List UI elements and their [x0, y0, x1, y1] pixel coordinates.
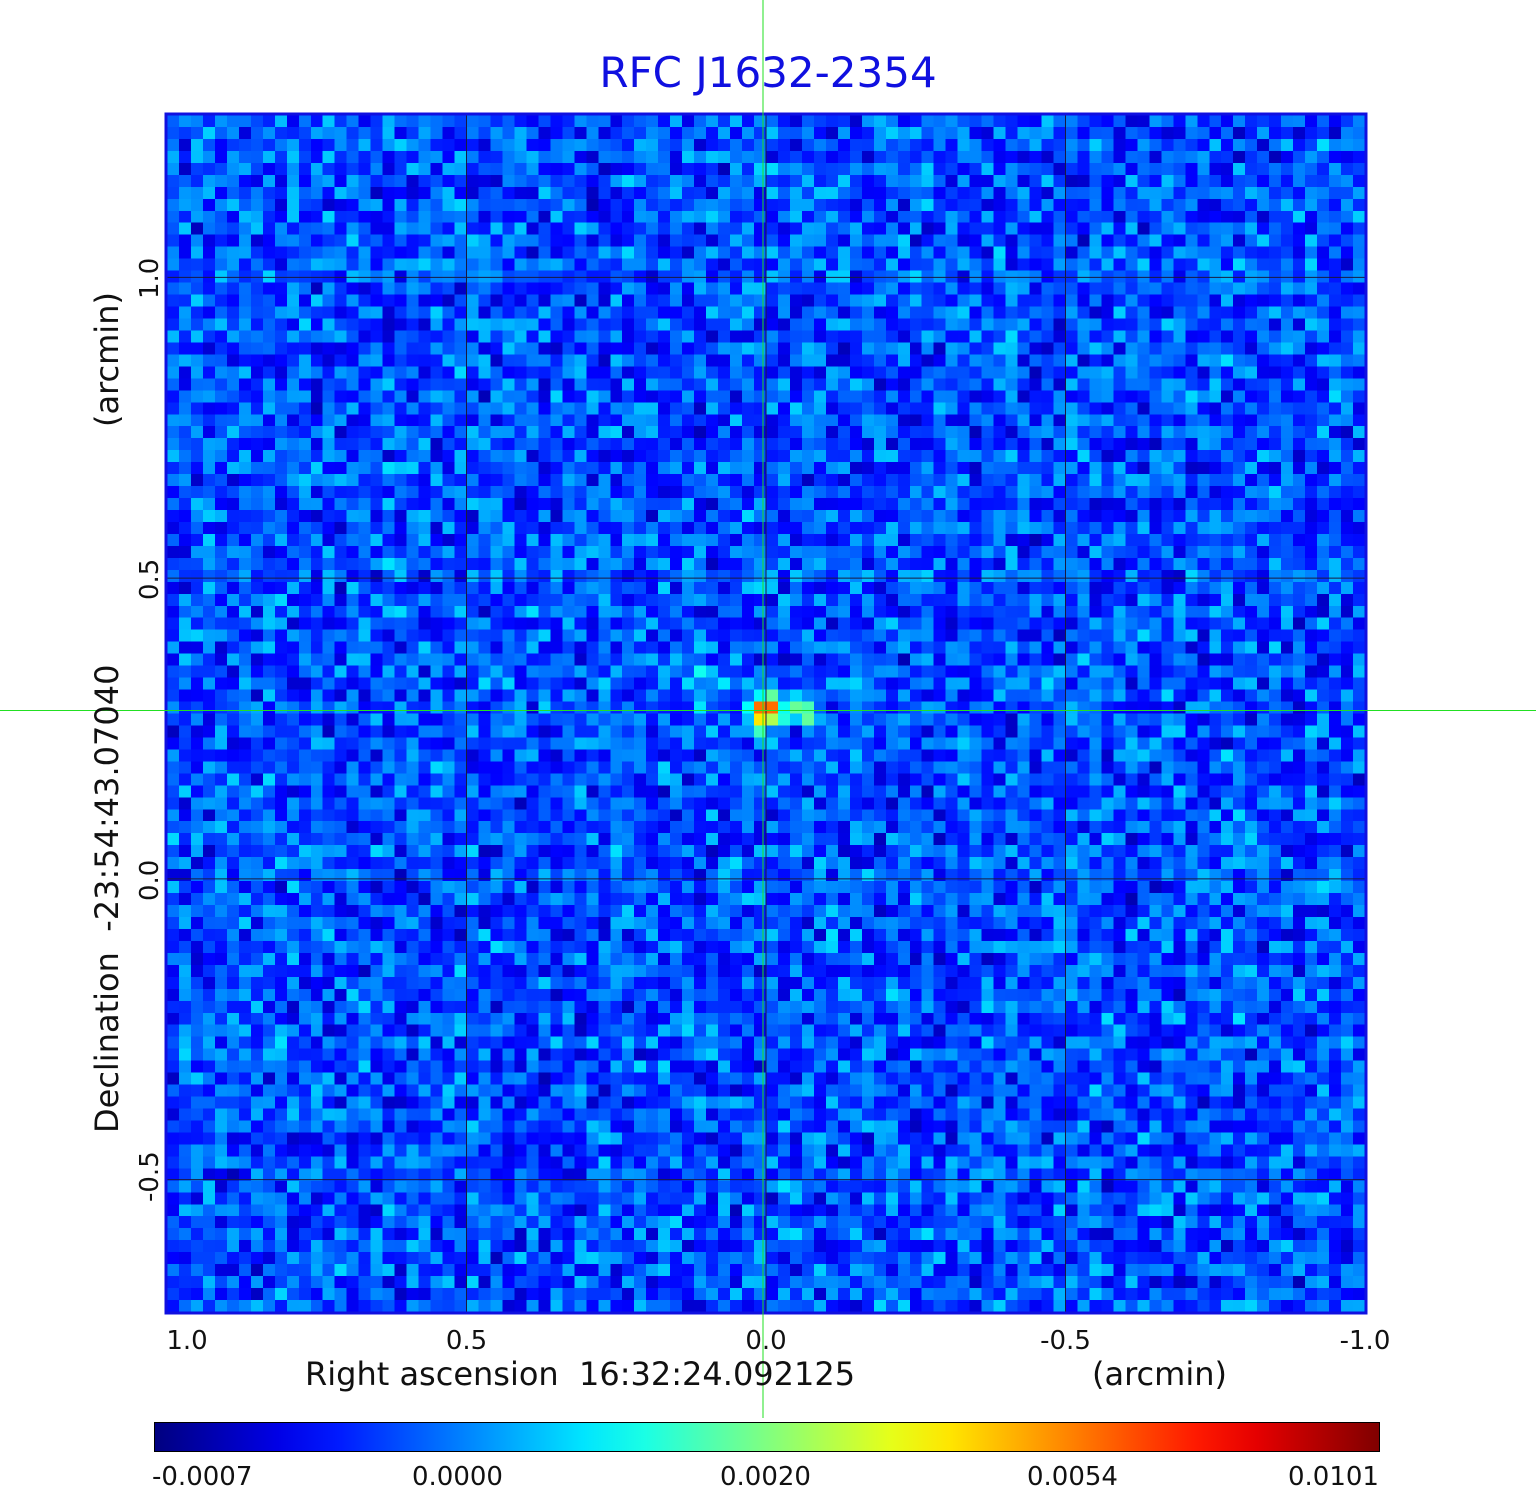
- x-axis-label: Right ascension 16:32:24.092125: [305, 1355, 856, 1393]
- y-axis-unit: (arcmin): [88, 292, 126, 427]
- x-tick-label: 0.0: [745, 1326, 787, 1356]
- colorbar-tick-label: 0.0101: [1288, 1462, 1379, 1492]
- x-tick-label: -0.5: [1040, 1326, 1091, 1356]
- y-tick-label: -0.5: [135, 1150, 165, 1202]
- x-axis-unit: (arcmin): [1092, 1355, 1227, 1393]
- y-tick-label: 1.0: [135, 258, 165, 300]
- crosshair: [0, 0, 1536, 1418]
- x-tick-label: -1.0: [1339, 1326, 1391, 1356]
- y-axis-label: Declination -23:54:43.07040: [88, 664, 126, 1133]
- colorbar-tick-label: 0.0020: [720, 1462, 811, 1492]
- colorbar-tick-label: -0.0007: [152, 1462, 253, 1492]
- x-tick-label: 0.5: [445, 1326, 488, 1356]
- y-tick-label: 0.5: [135, 558, 165, 601]
- colorbar-tick-label: 0.0054: [1027, 1462, 1118, 1492]
- plot-frame: [164, 112, 1368, 1315]
- y-tick-label: 0.0: [135, 859, 165, 901]
- x-tick-label: 1.0: [166, 1326, 208, 1356]
- colorbar: [154, 1422, 1380, 1452]
- chart-title: RFC J1632-2354: [599, 48, 937, 97]
- colorbar-tick-label: 0.0000: [412, 1462, 503, 1492]
- grid-lines: [166, 115, 1366, 1312]
